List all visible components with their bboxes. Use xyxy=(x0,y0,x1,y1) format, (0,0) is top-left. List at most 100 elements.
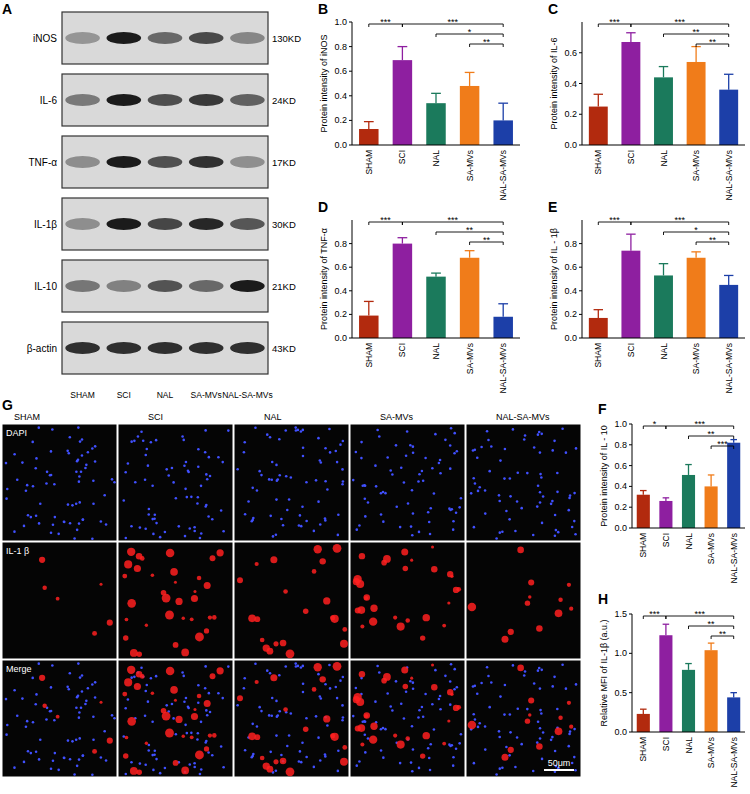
nucleus-dot xyxy=(78,711,81,714)
error-bar xyxy=(691,252,700,258)
il1b-spot xyxy=(314,663,322,671)
nucleus-dot xyxy=(165,704,168,707)
il1b-spot xyxy=(525,718,530,723)
bar xyxy=(359,129,378,145)
nucleus-dot xyxy=(285,475,288,478)
bar xyxy=(659,501,672,528)
nucleus-dot xyxy=(337,770,340,773)
y-tick-label: 0.8 xyxy=(334,239,347,249)
y-tick-label: 0.8 xyxy=(564,239,577,249)
nucleus-dot xyxy=(221,461,224,464)
nucleus-dot xyxy=(243,451,246,454)
blot-band xyxy=(106,342,141,354)
error-bar xyxy=(364,122,374,129)
nucleus-dot xyxy=(275,734,278,737)
nucleus-dot xyxy=(217,692,220,695)
nucleus-dot xyxy=(271,461,274,464)
nucleus-dot xyxy=(328,428,331,431)
il1b-spot xyxy=(170,568,178,576)
panel-letter: A xyxy=(2,1,12,17)
nucleus-dot xyxy=(556,491,559,494)
nucleus-dot xyxy=(244,513,247,516)
nucleus-dot xyxy=(266,669,269,672)
nucleus-dot xyxy=(551,736,554,739)
il1b-spot xyxy=(92,631,97,636)
y-tick-label: 0.4 xyxy=(334,286,347,296)
nucleus-dot xyxy=(182,675,185,678)
nucleus-dot xyxy=(556,708,559,711)
nucleus-dot xyxy=(181,671,184,674)
nucleus-dot xyxy=(339,679,342,682)
nucleus-dot xyxy=(565,451,568,454)
il1b-spot xyxy=(165,729,174,738)
il1b-spot xyxy=(410,677,413,680)
nucleus-dot xyxy=(204,665,207,668)
nucleus-dot xyxy=(341,719,344,722)
category-label: SA-MVs xyxy=(706,737,716,768)
error-line xyxy=(368,122,369,129)
nucleus-dot xyxy=(200,721,203,724)
nucleus-dot xyxy=(299,750,302,753)
nucleus-dot xyxy=(556,472,559,475)
error-line xyxy=(710,643,711,650)
il1b-spot xyxy=(442,742,446,746)
bar xyxy=(359,316,378,338)
y-tick-label: 0.0 xyxy=(334,333,347,343)
nucleus-dot xyxy=(32,721,35,724)
nucleus-dot xyxy=(71,740,74,743)
micrograph xyxy=(350,542,465,659)
nucleus-dot xyxy=(305,520,308,523)
nucleus-dot xyxy=(205,709,208,712)
category-label: SCI xyxy=(397,150,407,164)
blot-band xyxy=(106,280,141,292)
nucleus-dot xyxy=(171,703,174,706)
nucleus-dot xyxy=(16,478,19,481)
nucleus-dot xyxy=(301,741,304,744)
nucleus-dot xyxy=(286,745,289,748)
nucleus-dot xyxy=(150,441,153,444)
il1b-spot xyxy=(204,582,211,589)
il1b-spot xyxy=(273,641,278,646)
il1b-spot xyxy=(124,560,132,568)
micrograph xyxy=(2,660,117,777)
error-bar xyxy=(659,67,668,78)
il1b-spot xyxy=(569,607,573,611)
nucleus-dot xyxy=(76,765,79,768)
nucleus-dot xyxy=(389,705,392,708)
nucleus-dot xyxy=(486,430,489,433)
nucleus-dot xyxy=(523,438,526,441)
nucleus-dot xyxy=(395,444,398,447)
nucleus-dot xyxy=(302,682,305,685)
nucleus-dot xyxy=(551,449,554,452)
nucleus-dot xyxy=(526,472,529,475)
nucleus-dot xyxy=(569,494,572,497)
il1b-spot xyxy=(431,664,434,667)
nucleus-dot xyxy=(324,683,327,686)
nucleus-dot xyxy=(78,522,81,525)
nucleus-dot xyxy=(575,683,578,686)
bar xyxy=(727,697,740,732)
il1b-spot xyxy=(397,741,405,749)
il1b-spot xyxy=(501,754,508,761)
nucleus-dot xyxy=(305,481,308,484)
nucleus-dot xyxy=(386,692,389,695)
error-bar xyxy=(663,624,670,635)
error-cap xyxy=(663,497,670,498)
il1b-spot xyxy=(216,549,223,556)
il1b-spot xyxy=(340,758,348,766)
nucleus-dot xyxy=(92,715,95,718)
nucleus-dot xyxy=(516,472,519,475)
nucleus-dot xyxy=(103,494,106,497)
bar-chart: CSHAMSCINALSA-MVsNAL-SA-MVs0.00.20.40.6P… xyxy=(548,1,745,201)
il1b-spot xyxy=(273,759,278,764)
il1b-spot xyxy=(161,590,167,596)
nucleus-dot xyxy=(164,767,167,770)
nucleus-dot xyxy=(342,716,345,719)
error-cap xyxy=(594,94,603,95)
error-line xyxy=(469,251,470,258)
nucleus-dot xyxy=(364,485,367,488)
nucleus-dot xyxy=(258,470,261,473)
il1b-spot xyxy=(330,615,335,620)
nucleus-dot xyxy=(412,445,415,448)
nucleus-dot xyxy=(488,706,491,709)
